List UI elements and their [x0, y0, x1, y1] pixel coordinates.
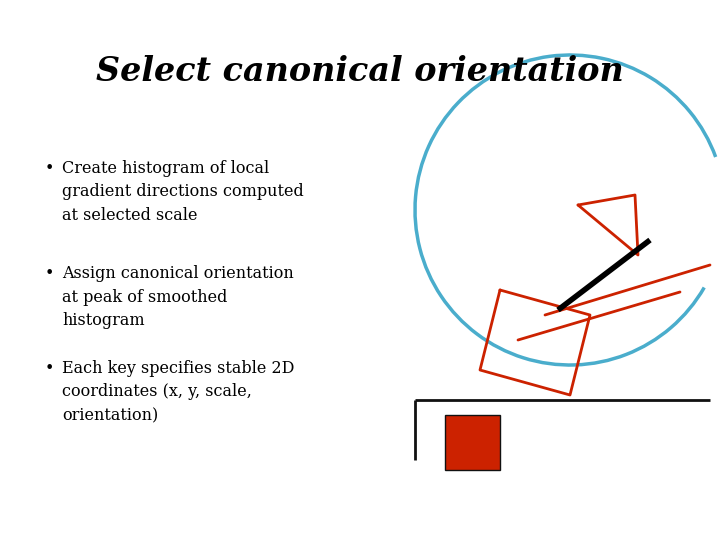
Text: Each key specifies stable 2D
coordinates (x, y, scale,
orientation): Each key specifies stable 2D coordinates…	[62, 360, 294, 424]
Text: •: •	[45, 265, 55, 282]
Text: Assign canonical orientation
at peak of smoothed
histogram: Assign canonical orientation at peak of …	[62, 265, 294, 329]
Text: •: •	[45, 160, 55, 177]
Text: Select canonical orientation: Select canonical orientation	[96, 55, 624, 88]
Text: Create histogram of local
gradient directions computed
at selected scale: Create histogram of local gradient direc…	[62, 160, 304, 224]
Text: •: •	[45, 360, 55, 377]
Bar	[445, 415, 500, 470]
